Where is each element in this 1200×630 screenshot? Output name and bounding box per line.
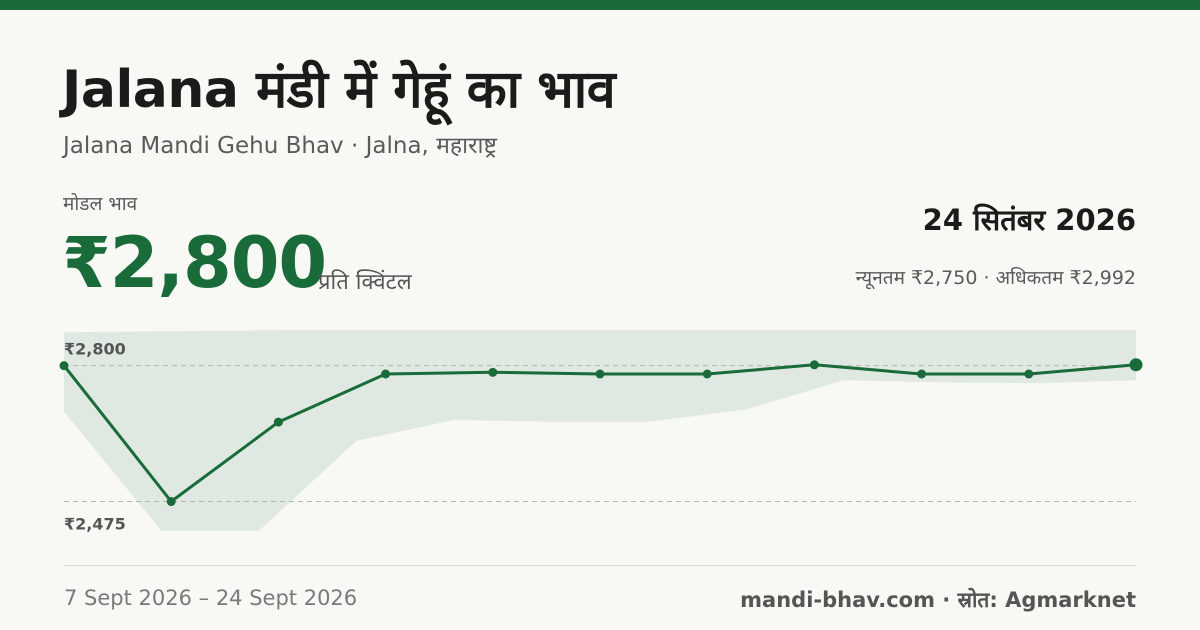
price-date: 24 सितंबर 2026 (922, 203, 1136, 237)
reference-label-high: ₹2,800 (64, 340, 126, 359)
modal-price-label: मोडल भाव (63, 193, 138, 215)
data-point (702, 369, 712, 379)
data-point (809, 360, 819, 370)
data-point (59, 361, 69, 371)
data-point (166, 497, 176, 507)
min-max-band (64, 330, 1136, 531)
footer-divider (64, 565, 1136, 566)
data-point (381, 369, 391, 379)
data-points (59, 358, 1143, 507)
reference-label-low: ₹2,475 (64, 515, 126, 534)
price-unit: प्रति क्विंटल (318, 270, 412, 295)
min-max-range: न्यूनतम ₹2,750 · अधिकतम ₹2,992 (855, 267, 1136, 289)
modal-price-value: ₹2,800 (62, 222, 327, 304)
data-point (273, 417, 283, 427)
data-point (1024, 369, 1034, 379)
data-point (1129, 358, 1143, 372)
data-point (488, 367, 498, 377)
page-subtitle: Jalana Mandi Gehu Bhav · Jalna, महाराष्ट… (63, 133, 497, 159)
data-point (595, 369, 605, 379)
date-period: 7 Sept 2026 – 24 Sept 2026 (64, 586, 358, 610)
top-accent-bar (0, 0, 1200, 10)
page-title: Jalana मंडी में गेहूं का भाव (62, 60, 616, 120)
source-credit: mandi-bhav.com · स्रोत: Agmarknet (740, 588, 1136, 612)
data-point (917, 369, 927, 379)
